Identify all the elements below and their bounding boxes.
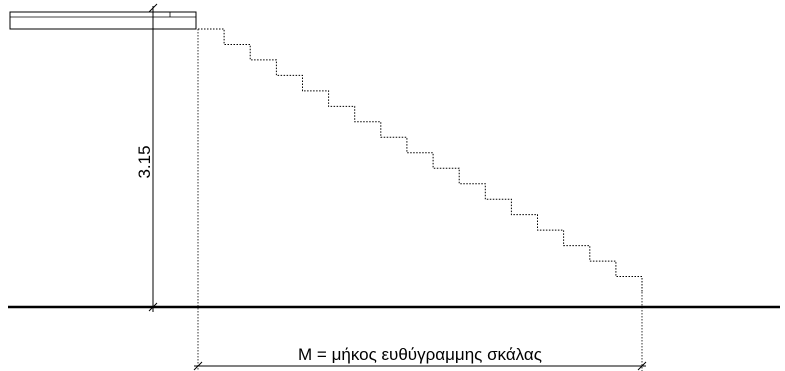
stair-profile — [198, 28, 643, 292]
length-dimension-tick-left — [193, 361, 203, 371]
height-dimension-tick-bottom — [148, 302, 158, 312]
height-dimension-tick-top — [148, 3, 158, 13]
length-dimension: M = μήκος ευθύγραμμης σκάλας — [193, 29, 647, 371]
length-dimension-tick-right — [637, 361, 647, 371]
length-label: M = μήκος ευθύγραμμης σκάλας — [298, 345, 542, 364]
height-dimension: 3.15 — [135, 3, 158, 312]
upper-floor-slab — [9, 11, 197, 30]
height-label: 3.15 — [135, 145, 154, 178]
